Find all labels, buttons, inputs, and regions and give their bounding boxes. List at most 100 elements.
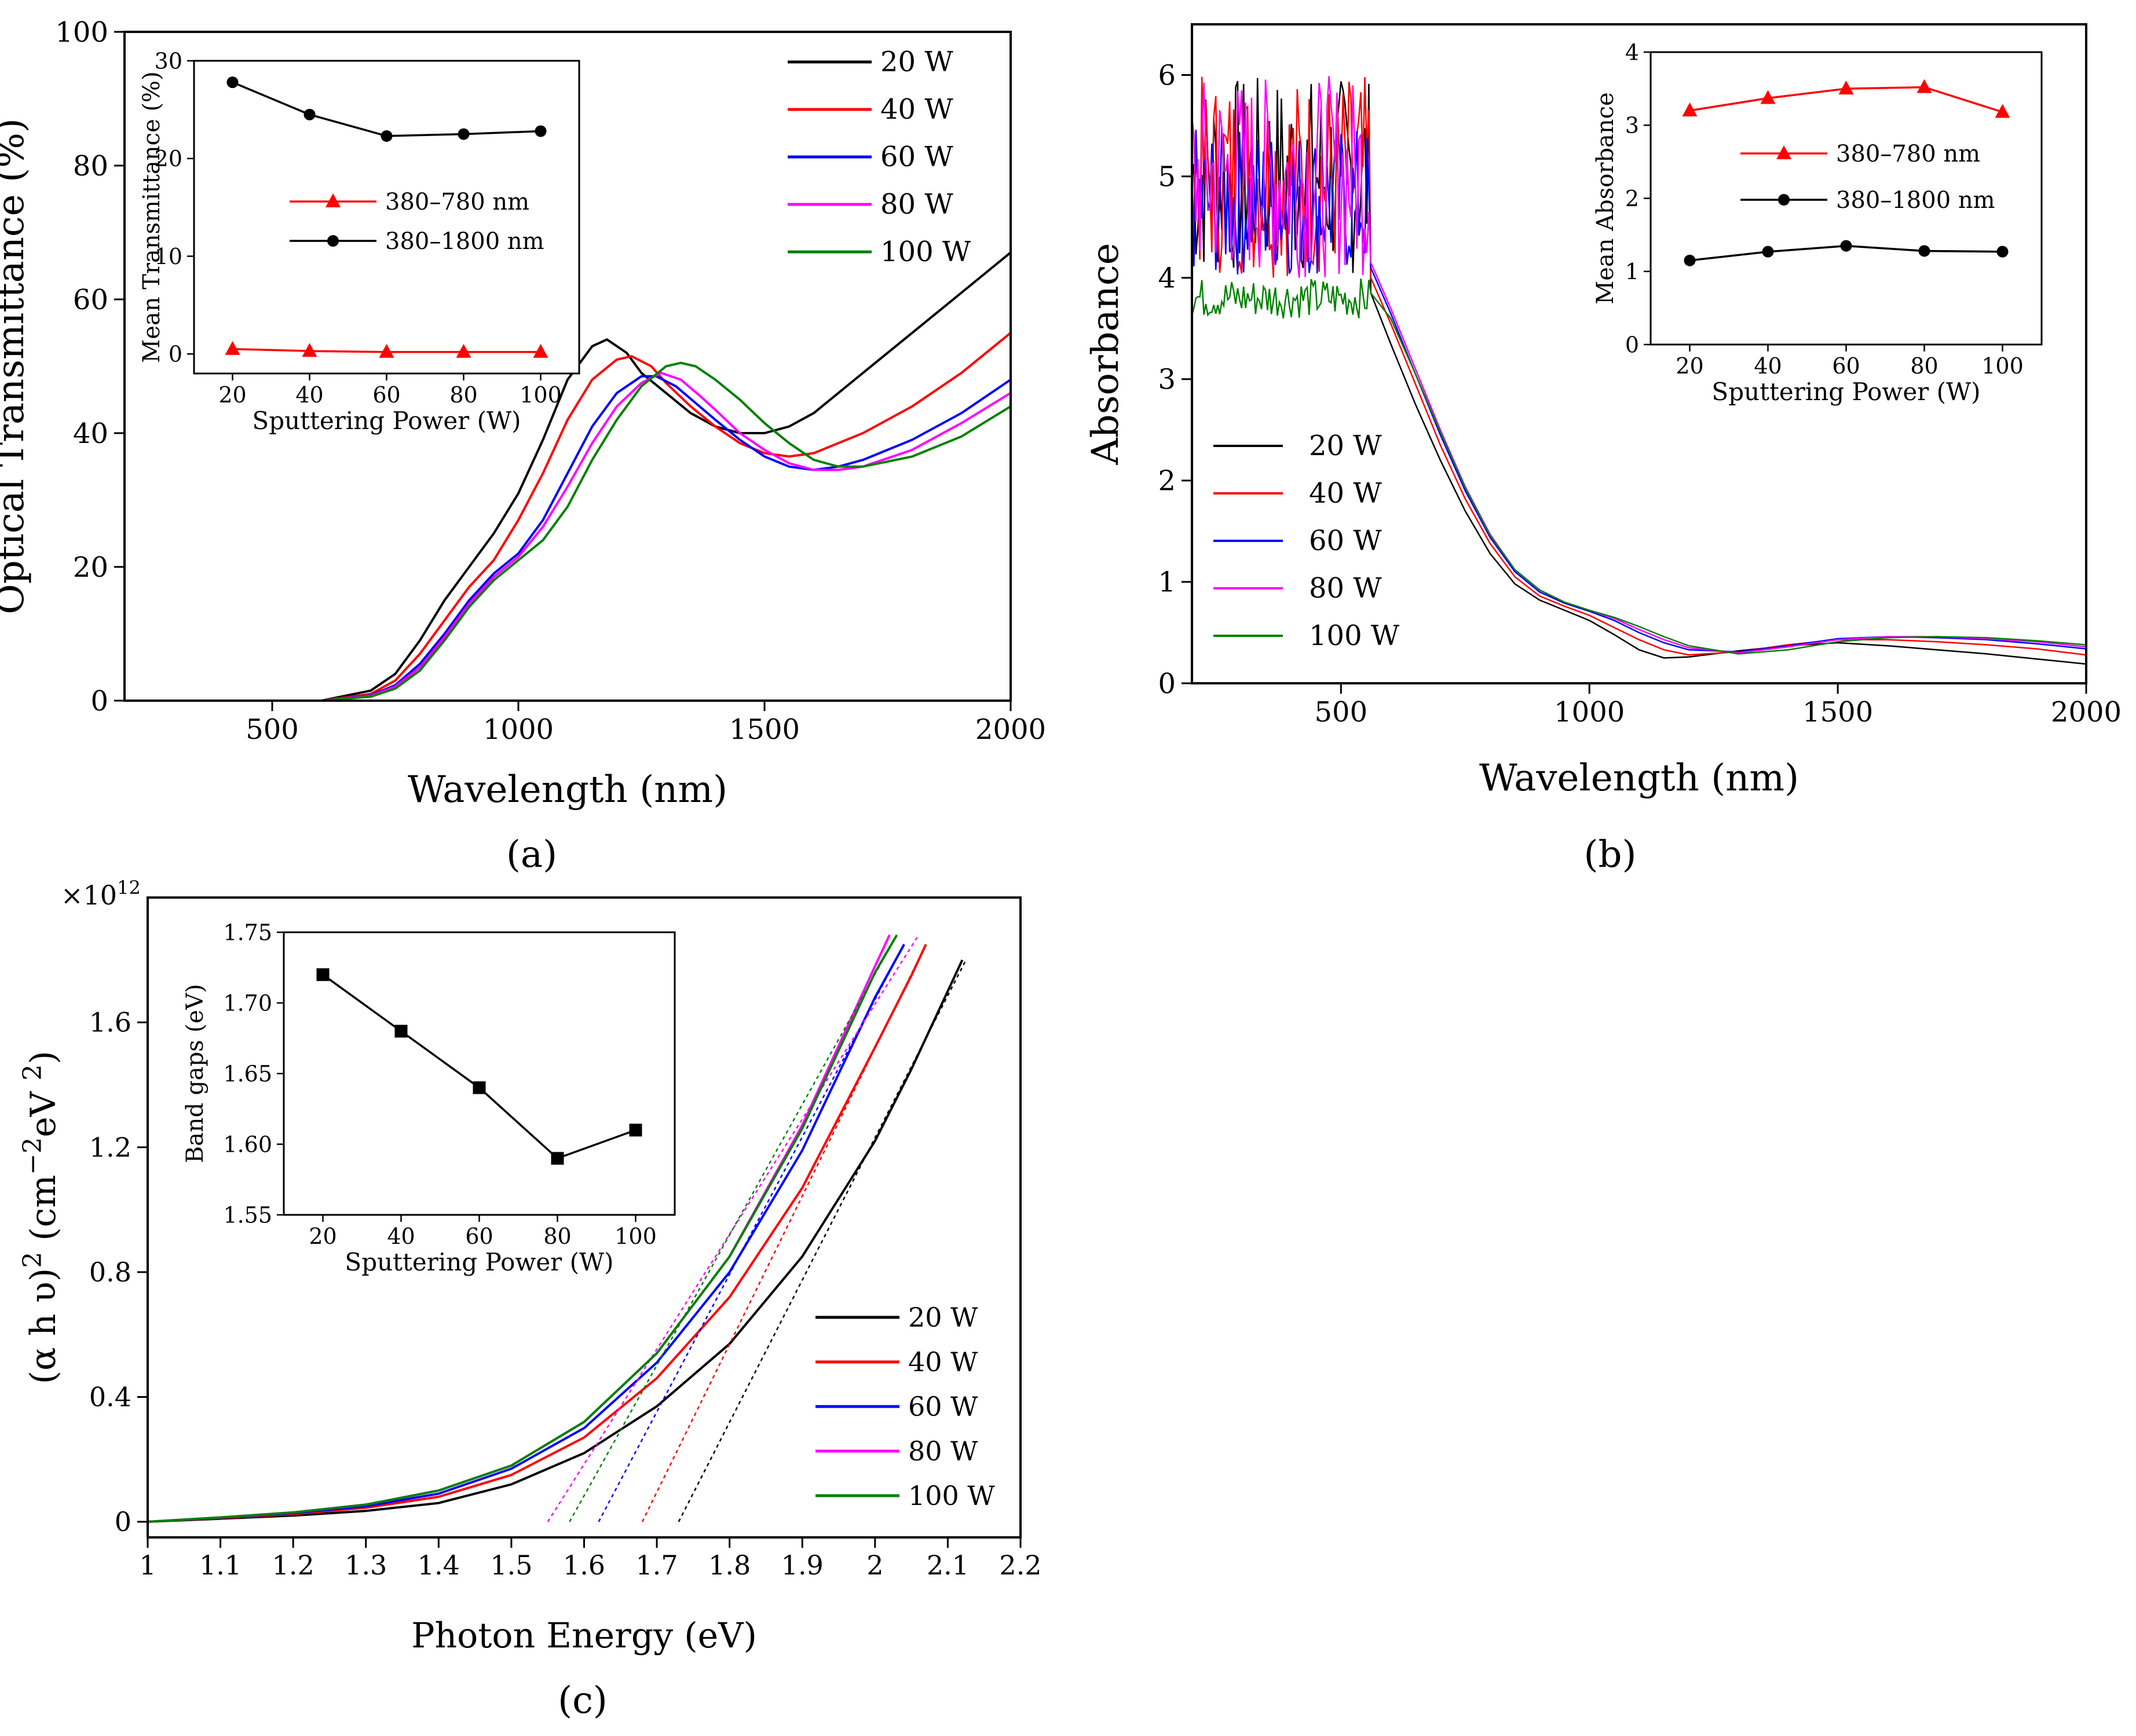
plot-frame-b bbox=[1191, 23, 2087, 684]
inset-y-title-b: Mean Absorbance bbox=[1592, 92, 1619, 304]
x-tick-label-c-11: 2.1 bbox=[927, 1550, 969, 1581]
inset-x-title-a: Sputtering Power (W) bbox=[252, 406, 521, 435]
x-tick-label-c-5: 1.5 bbox=[490, 1550, 532, 1581]
legend-label-a-3: 80 W bbox=[880, 188, 953, 221]
inset-point-c-0-4 bbox=[629, 1123, 642, 1137]
legend-label-b-2: 60 W bbox=[1309, 525, 1382, 557]
y-tick-label-b-4: 4 bbox=[1158, 262, 1176, 294]
inset-legend-marker-a-1 bbox=[327, 235, 339, 247]
y-tick-label-a-4: 80 bbox=[73, 150, 108, 182]
y-tick-label-a-1: 20 bbox=[73, 551, 108, 584]
y-axis-title-b: Absorbance bbox=[1084, 243, 1127, 465]
inset-point-a-0-0 bbox=[225, 340, 240, 355]
inset-point-a-0-4 bbox=[533, 343, 548, 358]
panel-label-a: (a) bbox=[506, 833, 557, 876]
series-line-b-1 bbox=[1192, 76, 2086, 656]
inset-x-tick-label-c-4: 100 bbox=[615, 1224, 657, 1249]
y-tick-label-b-2: 2 bbox=[1158, 465, 1176, 497]
plot-area-b bbox=[1192, 76, 2086, 665]
plot-area-a bbox=[125, 251, 1011, 701]
inset-y-tick-label-a-3: 30 bbox=[155, 48, 182, 74]
y-tick-label-c-3: 1.2 bbox=[89, 1131, 131, 1163]
inset-point-a-1-3 bbox=[458, 128, 470, 140]
x-tick-label-c-4: 1.4 bbox=[418, 1550, 460, 1581]
inset-x-tick-label-c-3: 80 bbox=[543, 1224, 571, 1249]
legend-label-c-2: 60 W bbox=[908, 1391, 978, 1422]
y-tick-label-b-0: 0 bbox=[1158, 668, 1176, 700]
inset-y-tick-label-b-0: 0 bbox=[1625, 332, 1639, 357]
inset-point-b-0-2 bbox=[1838, 80, 1854, 95]
inset-point-b-0-3 bbox=[1916, 79, 1932, 93]
inset-x-tick-label-b-0: 20 bbox=[1676, 353, 1703, 379]
inset-point-b-1-2 bbox=[1840, 240, 1852, 252]
inset-point-a-1-2 bbox=[381, 130, 393, 142]
inset-point-a-0-3 bbox=[456, 343, 471, 358]
tangent-line-c-0 bbox=[678, 959, 967, 1522]
inset-point-b-1-1 bbox=[1762, 246, 1774, 258]
inset-x-title-b: Sputtering Power (W) bbox=[1711, 378, 1980, 406]
panel-c-chart: 1 1.1 1.2 1.3 1.4 1.5 1.6 1.7 1.8 1.9 2 2.1 2.2 0 0.4 0… bbox=[18, 877, 1042, 1656]
legend-label-a-4: 100 W bbox=[880, 236, 971, 268]
inset-x-tick-label-b-1: 40 bbox=[1754, 353, 1782, 379]
y-tick-label-b-3: 3 bbox=[1158, 364, 1176, 396]
y-axis-title-c: (α h υ)2 (cm−2eV 2) bbox=[18, 1051, 64, 1385]
inset-y-tick-label-a-2: 20 bbox=[155, 146, 182, 171]
plot-frame-a bbox=[123, 31, 1012, 702]
inset-a: 20 40 60 80 100 0 10 20 30 Sputtering Power (W) Me… bbox=[138, 48, 580, 435]
legend-label-a-0: 20 W bbox=[880, 46, 953, 78]
inset-y-tick-label-c-4: 1.75 bbox=[223, 920, 272, 945]
legend-label-b-4: 100 W bbox=[1309, 620, 1400, 652]
tangent-line-c-1 bbox=[641, 944, 927, 1522]
inset-point-b-0-0 bbox=[1682, 102, 1698, 116]
y-axis-multiplier-c: ×1012 bbox=[61, 877, 141, 911]
inset-legend-label-b-0: 380–780 nm bbox=[1836, 141, 1980, 167]
legend-label-a-1: 40 W bbox=[880, 93, 953, 126]
inset-b: 20 40 60 80 100 0 1 2 3 4 Sputtering Power (W) Mean… bbox=[1592, 39, 2043, 406]
x-tick-label-c-9: 1.9 bbox=[781, 1550, 824, 1581]
inset-x-tick-label-a-2: 60 bbox=[372, 382, 400, 408]
inset-point-b-0-1 bbox=[1760, 90, 1776, 104]
inset-y-tick-label-a-1: 10 bbox=[155, 244, 182, 269]
x-tick-label-b-0: 500 bbox=[1315, 696, 1368, 728]
x-tick-label-a-2: 1500 bbox=[729, 713, 800, 746]
legend-label-c-3: 80 W bbox=[908, 1435, 978, 1467]
x-tick-label-c-3: 1.3 bbox=[345, 1550, 387, 1581]
legend-label-b-3: 80 W bbox=[1309, 572, 1382, 605]
inset-point-b-1-3 bbox=[1918, 245, 1930, 257]
inset-legend-marker-b-1 bbox=[1778, 194, 1790, 206]
inset-y-tick-label-b-4: 4 bbox=[1625, 39, 1639, 65]
inset-point-a-1-4 bbox=[535, 125, 547, 137]
series-line-b-3 bbox=[1192, 76, 2086, 654]
inset-x-tick-label-a-0: 20 bbox=[218, 382, 246, 408]
series-line-a-0 bbox=[125, 251, 1011, 701]
inset-point-b-1-0 bbox=[1684, 254, 1696, 266]
inset-y-tick-label-c-2: 1.65 bbox=[223, 1061, 272, 1086]
inset-point-c-0-3 bbox=[551, 1152, 564, 1165]
panel-label-b: (b) bbox=[1584, 833, 1637, 876]
inset-point-c-0-2 bbox=[473, 1081, 486, 1094]
inset-x-tick-label-a-3: 80 bbox=[449, 382, 477, 408]
inset-frame-a bbox=[193, 60, 580, 375]
inset-y-tick-label-c-1: 1.60 bbox=[223, 1131, 272, 1157]
inset-legend-label-a-0: 380–780 nm bbox=[385, 189, 529, 215]
panel-label-c: (c) bbox=[558, 1679, 608, 1722]
inset-y-tick-label-a-0: 0 bbox=[169, 342, 182, 367]
inset-legend-marker-a-0 bbox=[325, 193, 341, 207]
plot-area-c bbox=[148, 934, 967, 1523]
inset-legend-marker-b-0 bbox=[1776, 145, 1791, 159]
y-tick-label-a-2: 40 bbox=[73, 417, 108, 450]
series-line-a-4 bbox=[125, 361, 1011, 701]
y-tick-label-c-1: 0.4 bbox=[89, 1382, 131, 1413]
x-tick-label-b-1: 1000 bbox=[1554, 696, 1625, 728]
series-line-a-1 bbox=[125, 332, 1011, 701]
inset-y-title-c: Band gaps (eV) bbox=[182, 984, 209, 1163]
x-tick-label-c-7: 1.7 bbox=[636, 1550, 678, 1581]
y-tick-label-a-5: 100 bbox=[55, 16, 108, 49]
tangent-line-c-2 bbox=[598, 944, 905, 1522]
legend-label-c-1: 40 W bbox=[908, 1346, 978, 1378]
x-tick-label-c-0: 1 bbox=[139, 1550, 156, 1581]
x-tick-label-a-1: 1000 bbox=[483, 713, 554, 746]
series-line-c-4 bbox=[148, 934, 898, 1523]
series-line-a-2 bbox=[125, 375, 1011, 701]
